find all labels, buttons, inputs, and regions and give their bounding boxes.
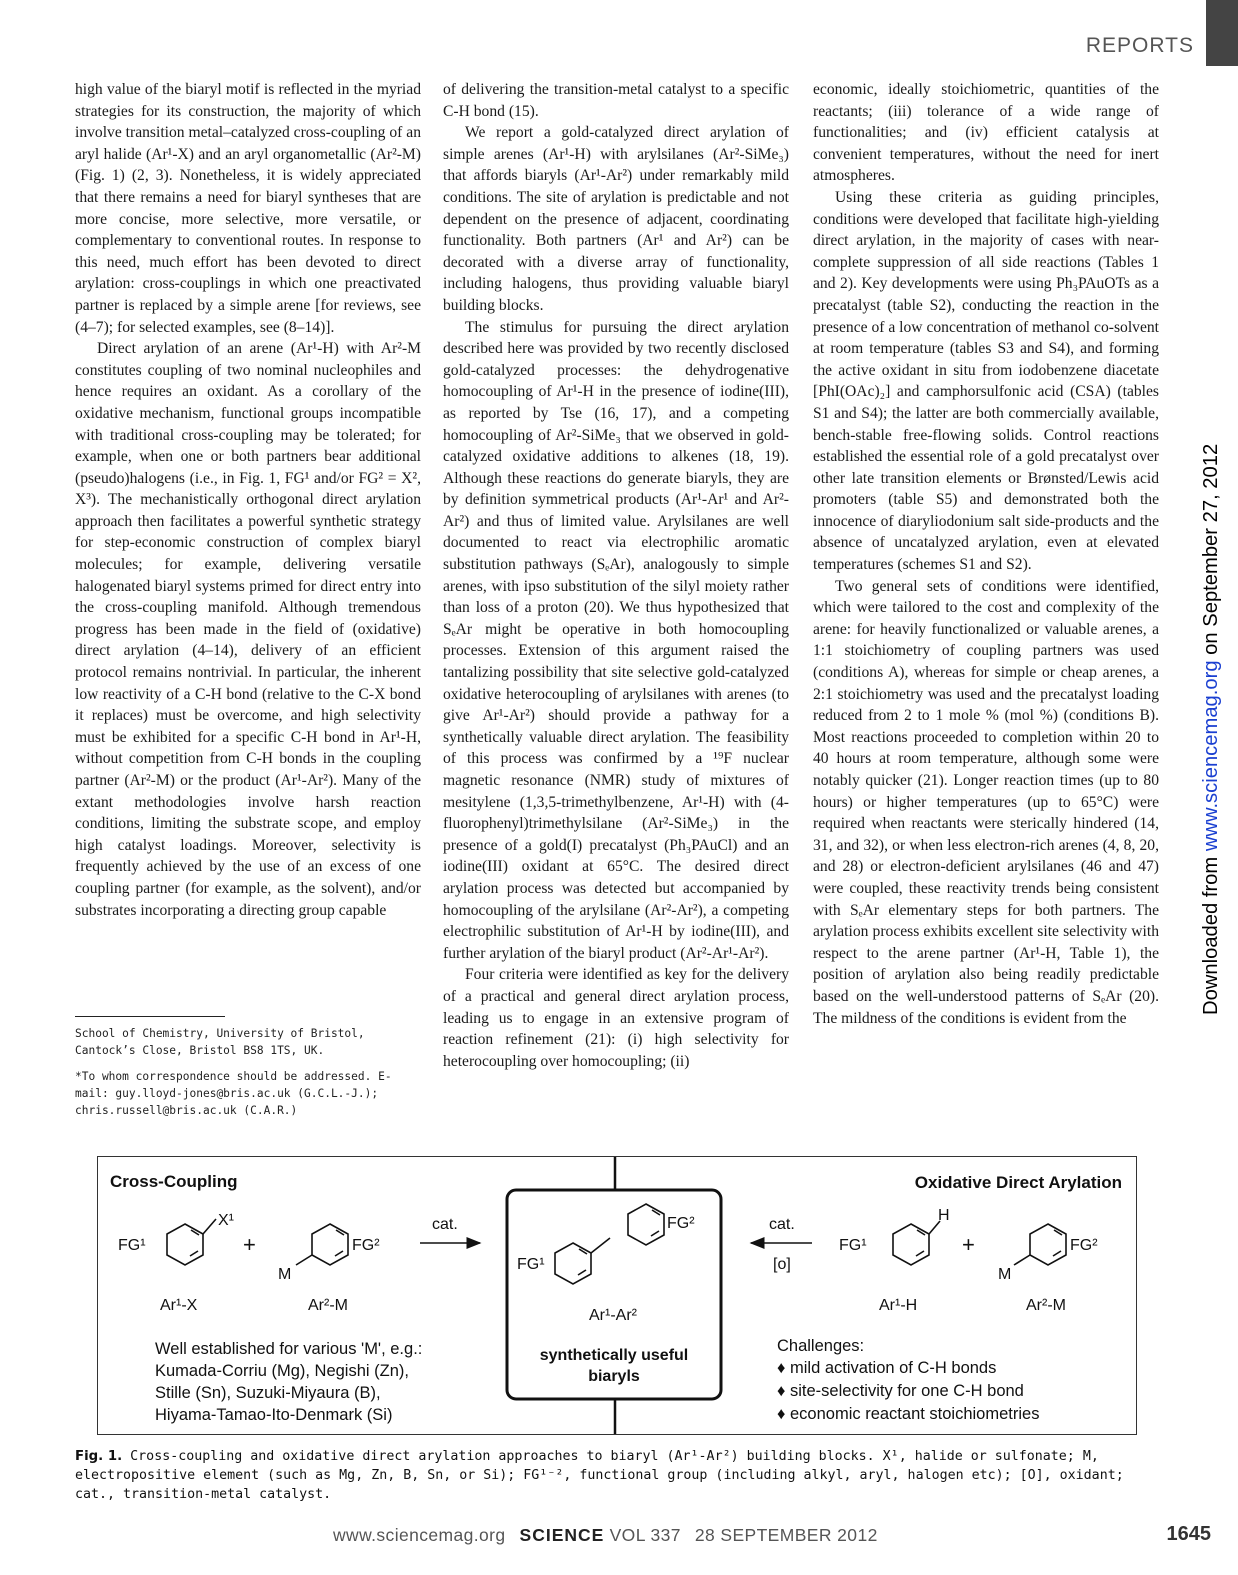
section-label: REPORTS: [1085, 34, 1194, 57]
fg1-label: FG¹: [839, 1237, 867, 1254]
paragraph: Four criteria were identified as key for…: [443, 966, 789, 1070]
reactant-label: Ar²-M: [1026, 1297, 1066, 1314]
arrow-label: cat.: [432, 1216, 458, 1233]
plus-sign: +: [962, 1232, 975, 1257]
left-note-line: Kumada-Corriu (Mg), Negishi (Zn),: [155, 1362, 409, 1380]
fg1-label: FG¹: [118, 1237, 146, 1254]
challenges-title: Challenges:: [777, 1337, 864, 1355]
fg1-label: FG¹: [517, 1256, 545, 1273]
column-1: high value of the biaryl motif is reflec…: [75, 79, 421, 921]
affiliation-footnote: School of Chemistry, University of Brist…: [75, 1027, 365, 1057]
column-3: economic, ideally stoichiometric, quanti…: [813, 79, 1159, 1029]
h-label: H: [938, 1207, 950, 1224]
figure-1: Cross-Coupling Oxidative Direct Arylatio…: [97, 1156, 1137, 1435]
paragraph: Direct arylation of an arene (Ar¹-H) wit…: [75, 340, 421, 919]
footnote-rule: [75, 1016, 225, 1017]
fg2-label: FG²: [667, 1215, 695, 1232]
benzene-ring: [1013, 1223, 1067, 1266]
reactant-label: Ar²-M: [308, 1297, 348, 1314]
m-label: M: [998, 1266, 1011, 1283]
left-note-line: Well established for various 'M', e.g.:: [155, 1340, 422, 1358]
caption-text: Cross-coupling and oxidative direct aryl…: [75, 1449, 1124, 1502]
paragraph: of delivering the transition-metal catal…: [443, 81, 789, 120]
download-note-suffix: on September 27, 2012: [1200, 443, 1222, 661]
caption-label: Fig. 1.: [75, 1449, 123, 1464]
correspondence-footnote: *To whom correspondence should be addres…: [75, 1070, 392, 1117]
left-note-line: Hiyama-Tamao-Ito-Denmark (Si): [155, 1406, 392, 1424]
footer-journal: SCIENCE: [519, 1525, 605, 1545]
left-note-line: Stille (Sn), Suzuki-Miyaura (B),: [155, 1384, 381, 1402]
fg2-label: FG²: [352, 1237, 380, 1254]
footer-volume: VOL 337: [609, 1525, 681, 1545]
figure-caption: Fig. 1. Cross-coupling and oxidative dir…: [75, 1447, 1165, 1504]
product-box-line-1: synthetically useful: [540, 1347, 689, 1364]
column-2: of delivering the transition-metal catal…: [443, 79, 789, 1072]
footer-date: 28 SEPTEMBER 2012: [694, 1525, 878, 1545]
download-note-link[interactable]: www.sciencemag.org: [1200, 660, 1222, 852]
paragraph: The stimulus for pursuing the direct ary…: [443, 318, 789, 962]
arrow-label: cat.: [769, 1216, 795, 1233]
paragraph: economic, ideally stoichiometric, quanti…: [813, 81, 1159, 185]
page-number: 1645: [1166, 1523, 1212, 1545]
paragraph: Two general sets of conditions were iden…: [813, 577, 1159, 1027]
paragraph: Using these criteria as guiding principl…: [813, 188, 1159, 574]
product-box-line-2: biaryls: [588, 1368, 640, 1385]
challenge-item: ♦ site-selectivity for one C-H bond: [777, 1382, 1024, 1400]
reactant-label: Ar¹-X: [160, 1297, 198, 1314]
fg2-label: FG²: [1070, 1237, 1098, 1254]
download-note-prefix: Downloaded from: [1200, 851, 1222, 1015]
footer-url[interactable]: www.sciencemag.org: [333, 1525, 506, 1545]
paragraph: We report a gold-catalyzed direct arylat…: [443, 124, 789, 314]
m-label: M: [278, 1266, 291, 1283]
benzene-ring: [166, 1218, 217, 1266]
challenge-item: ♦ economic reactant stoichiometries: [777, 1405, 1039, 1423]
product-box: [505, 1188, 723, 1401]
paragraph: high value of the biaryl motif is reflec…: [75, 81, 421, 336]
figure-1-scheme: Cross-Coupling Oxidative Direct Arylatio…: [110, 1157, 1122, 1434]
plus-sign: +: [243, 1232, 256, 1257]
challenge-item: ♦ mild activation of C-H bonds: [777, 1359, 996, 1377]
oxidant-label: [o]: [773, 1256, 791, 1273]
right-title: Oxidative Direct Arylation: [915, 1173, 1122, 1192]
download-note: Downloaded from www.sciencemag.org on Se…: [1200, 444, 1223, 1015]
benzene-ring: [295, 1223, 349, 1266]
reactant-label: Ar¹-H: [879, 1297, 917, 1314]
product-label: Ar¹-Ar²: [589, 1307, 638, 1324]
x1-label: X¹: [218, 1212, 234, 1229]
section-tab: [1206, 0, 1238, 66]
benzene-ring: [892, 1220, 941, 1266]
left-title: Cross-Coupling: [110, 1172, 238, 1191]
page-footer: www.sciencemag.org SCIENCE VOL 337 28 SEPT…: [333, 1525, 892, 1546]
biaryl-structure: [554, 1203, 665, 1285]
